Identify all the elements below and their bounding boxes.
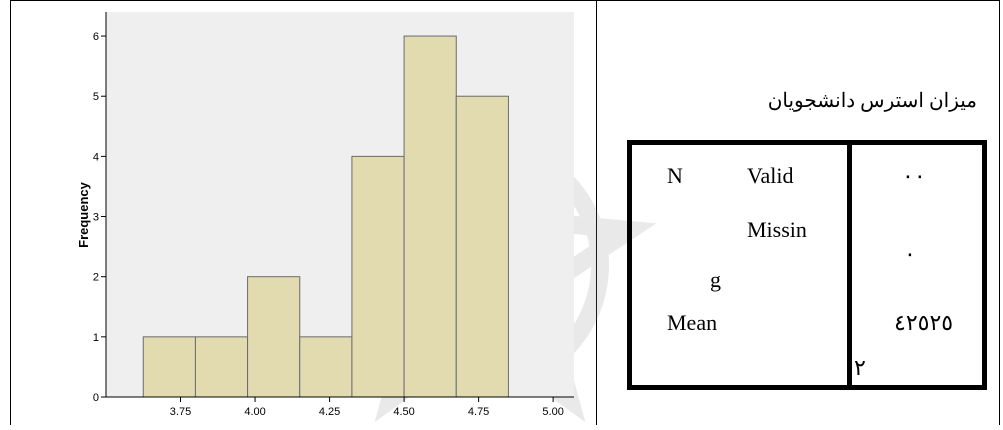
histogram-bar-5 [351,155,405,398]
histogram-panel: 3.75 4.00 4.25 4.50 4.75 5.00 0 1 2 3 4 5 6 Frequen… [10,0,596,425]
missing-label: Missin [747,217,807,242]
y-tick-label: 5 [93,91,99,103]
n-label: N [667,163,683,188]
statistics-table: N Valid ۰۰ Missin g ۰ Mean ٤٢٥٢٥ ۲ [627,140,987,390]
missing-label-wrap: g [710,267,721,292]
histogram-bar-4 [299,336,353,398]
mean-label: Mean [667,310,718,335]
y-tick-label: 2 [93,272,99,284]
x-tick-label: 3.75 [170,406,191,418]
valid-value: ۰۰ [902,163,926,188]
y-tick-label: 4 [93,151,99,163]
histogram-bar-3 [247,276,301,398]
y-tick-label: 0 [93,392,99,404]
y-axis-label: Frequency [76,181,91,248]
x-tick-label: 4.75 [468,406,489,418]
stats-title: میزان استرس دانشجویان [767,90,977,112]
y-tick-label: 6 [93,31,99,43]
histogram-bar-2 [194,336,249,398]
panel-divider [596,0,597,425]
table-divider [847,145,852,385]
y-tick-label: 3 [93,212,99,224]
x-tick-label: 4.50 [393,406,414,418]
valid-label: Valid [747,163,794,188]
figure-frame [10,0,1000,425]
histogram-chart: 3.75 4.00 4.25 4.50 4.75 5.00 0 1 2 3 4 5 6 Frequen… [76,12,574,418]
x-tick-label: 4.25 [319,406,340,418]
histogram-bar-6 [403,35,457,398]
statistics-panel: میزان استرس دانشجویان N Valid ۰۰ Missin … [597,0,1000,425]
x-tick-label: 4.00 [244,406,265,418]
y-tick-label: 1 [93,332,99,344]
mean-value: ٤٢٥٢٥ [894,310,954,335]
x-tick-label: 5.00 [542,406,563,418]
missing-value: ۰ [904,241,916,266]
histogram-bar-1 [142,336,196,398]
histogram-bar-7 [455,95,509,398]
mean-value-suffix: ۲ [854,355,866,380]
